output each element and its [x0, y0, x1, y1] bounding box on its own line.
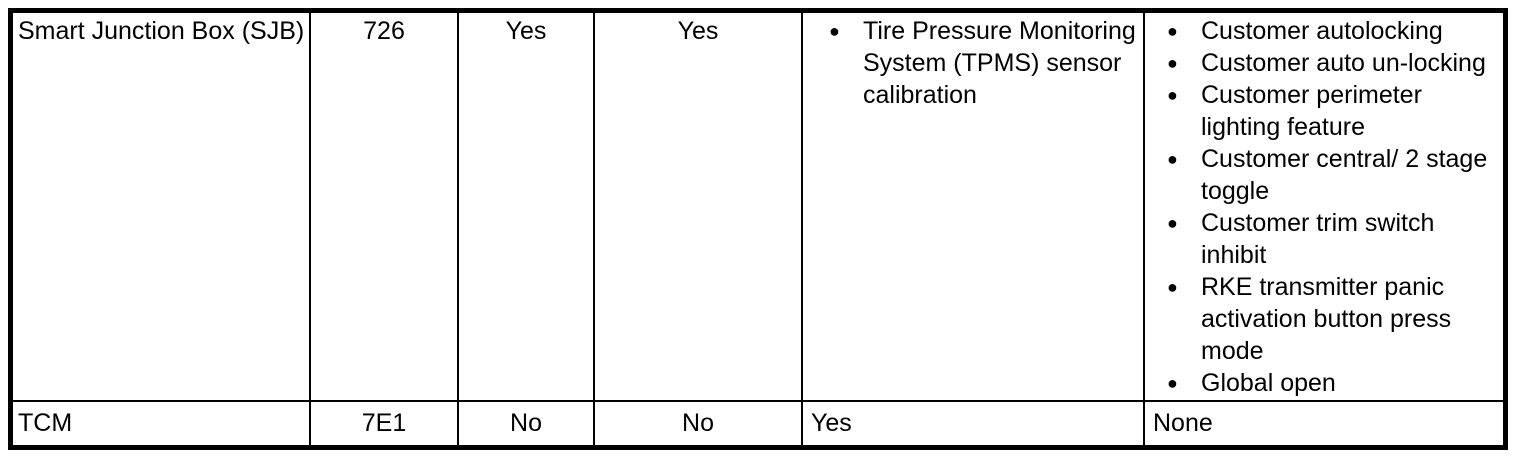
procedures-text: Yes [811, 409, 852, 438]
bullet-icon: ● [1167, 53, 1178, 73]
bullet-icon: ● [1167, 277, 1178, 297]
bullet-icon: ● [1167, 373, 1178, 393]
cell-module-name: TCM [13, 399, 311, 445]
features-text: None [1153, 409, 1213, 438]
bullet-icon: ● [1167, 149, 1178, 169]
cell-module-name: Smart Junction Box (SJB) [13, 13, 311, 401]
table-row: Smart Junction Box (SJB) 726 Yes Yes ● Ti… [13, 13, 1503, 401]
bullet-list-item: ● Global open [1167, 367, 1501, 399]
flag-1-text: Yes [505, 17, 547, 45]
bullet-list-item-text: RKE transmitter panic activation button … [1201, 273, 1452, 365]
cell-module-id: 726 [310, 13, 459, 401]
cell-flag-2: No [594, 399, 803, 445]
cell-procedures: Yes [802, 399, 1145, 445]
module-table-container: Smart Junction Box (SJB) 726 Yes Yes ● Ti… [8, 8, 1508, 450]
flag-1-text: No [510, 409, 542, 438]
bullet-list-item-text: Customer autolocking [1201, 17, 1443, 45]
features-bullet-list: ● Customer autolocking ● Customer auto un-l… [1145, 15, 1503, 399]
cell-features: None [1144, 399, 1503, 445]
bullet-list-item-text: Global open [1201, 369, 1336, 397]
bullet-icon: ● [1167, 85, 1178, 105]
module-id-text: 7E1 [361, 409, 407, 438]
flag-2-text: Yes [677, 17, 719, 45]
bullet-list-item: ● Customer perimeter lighting feature [1167, 79, 1501, 143]
cell-flag-1: Yes [458, 13, 595, 401]
cell-flag-1: No [458, 399, 595, 445]
bullet-list-item-text: Customer auto un-locking [1201, 49, 1486, 77]
module-name-text: TCM [18, 409, 73, 438]
module-name-text: Smart Junction Box (SJB) [18, 17, 305, 45]
bullet-list-item: ● RKE transmitter panic activation button… [1167, 271, 1501, 367]
procedures-bullet-list: ● Tire Pressure Monitoring System (TPMS) … [803, 15, 1142, 111]
bullet-list-item-text: Customer perimeter lighting feature [1201, 81, 1422, 141]
bullet-list-item-text: Tire Pressure Monitoring System (TPMS) s… [863, 17, 1136, 109]
bullet-list-item: ● Customer autolocking [1167, 15, 1501, 47]
module-table: Smart Junction Box (SJB) 726 Yes Yes ● Ti… [13, 13, 1503, 445]
bullet-icon: ● [1167, 213, 1178, 233]
cell-procedures: ● Tire Pressure Monitoring System (TPMS) … [802, 13, 1145, 401]
cell-module-id: 7E1 [310, 399, 459, 445]
bullet-icon: ● [1167, 21, 1178, 41]
cell-features: ● Customer autolocking ● Customer auto un-l… [1144, 13, 1503, 401]
bullet-list-item-text: Customer trim switch inhibit [1201, 209, 1435, 269]
bullet-icon: ● [829, 21, 840, 41]
bullet-list-item-text: Customer central/ 2 stage toggle [1201, 145, 1488, 205]
bullet-list-item: ● Customer trim switch inhibit [1167, 207, 1501, 271]
bullet-list-item: ● Tire Pressure Monitoring System (TPMS) … [829, 15, 1141, 111]
bullet-list-item: ● Customer auto un-locking [1167, 47, 1501, 79]
table-row: TCM 7E1 No No Yes None [13, 399, 1503, 445]
flag-2-text: No [682, 409, 714, 438]
module-id-text: 726 [363, 17, 405, 45]
bullet-list-item: ● Customer central/ 2 stage toggle [1167, 143, 1501, 207]
cell-flag-2: Yes [594, 13, 803, 401]
